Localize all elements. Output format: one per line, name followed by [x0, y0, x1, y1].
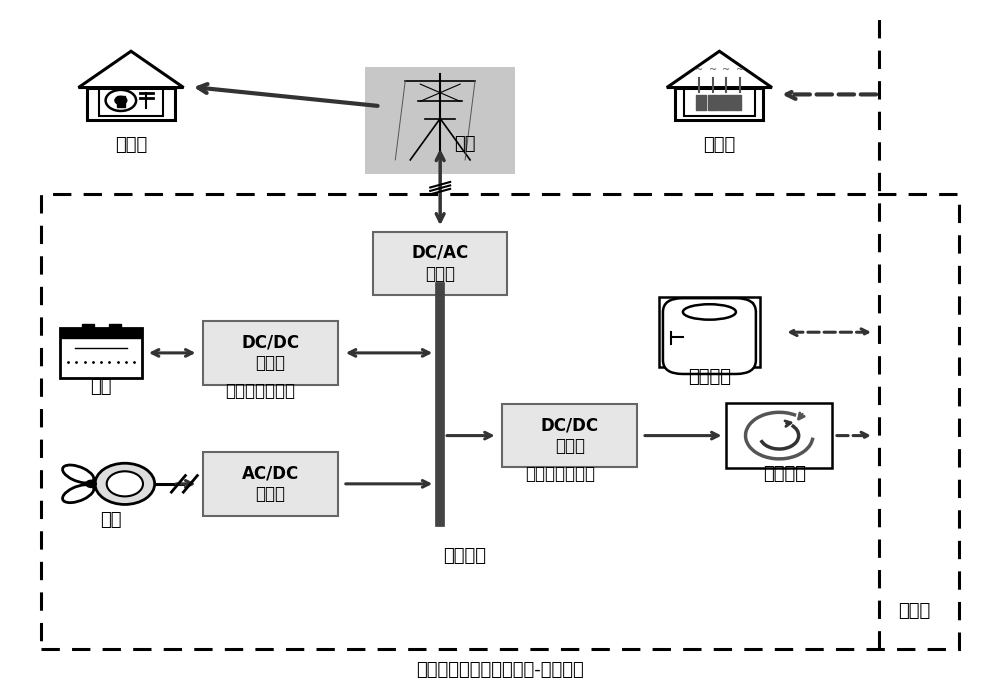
Polygon shape	[667, 51, 772, 88]
Text: 电热锅炉: 电热锅炉	[763, 464, 806, 482]
Bar	[365, 67, 515, 174]
FancyBboxPatch shape	[203, 321, 338, 385]
Text: 电池: 电池	[90, 379, 112, 397]
Circle shape	[95, 463, 155, 504]
Polygon shape	[78, 51, 184, 88]
Text: ~: ~	[722, 64, 730, 75]
Text: ~: ~	[736, 64, 744, 75]
Text: DC/DC
换流器: DC/DC 换流器	[541, 416, 599, 455]
Text: 电负荷: 电负荷	[115, 136, 147, 154]
Bar	[117, 95, 125, 100]
Bar	[109, 325, 121, 329]
Bar	[60, 328, 142, 378]
Text: 第二直流变换器: 第二直流变换器	[525, 464, 595, 482]
Bar	[99, 88, 163, 116]
Bar	[82, 325, 94, 329]
Bar	[87, 88, 175, 120]
Bar	[666, 302, 753, 362]
Bar	[719, 95, 730, 110]
Bar	[60, 329, 142, 338]
Bar	[659, 298, 760, 367]
Text: DC/AC
换流器: DC/AC 换流器	[412, 244, 469, 283]
Text: 直流母线: 直流母线	[444, 547, 487, 565]
Text: 供热网: 供热网	[898, 602, 930, 620]
FancyBboxPatch shape	[373, 232, 507, 295]
Bar	[41, 194, 959, 649]
Text: 第一直流变换器: 第一直流变换器	[226, 382, 296, 400]
Bar	[696, 95, 706, 110]
Text: 热负荷: 热负荷	[703, 136, 736, 154]
Circle shape	[86, 480, 96, 487]
Text: 储热设备: 储热设备	[688, 368, 731, 386]
Text: DC/DC
换流器: DC/DC 换流器	[242, 334, 300, 372]
Ellipse shape	[683, 304, 736, 320]
Bar	[117, 103, 125, 107]
Circle shape	[107, 471, 143, 496]
Text: ~: ~	[695, 64, 703, 75]
Text: AC/DC
换流器: AC/DC 换流器	[242, 464, 299, 503]
FancyBboxPatch shape	[203, 452, 338, 516]
Bar	[684, 88, 755, 116]
Circle shape	[115, 96, 127, 104]
Text: ~: ~	[709, 64, 717, 75]
Bar	[708, 95, 718, 110]
Bar	[731, 95, 741, 110]
FancyBboxPatch shape	[502, 404, 637, 467]
Text: 基于可再生能源的混合热-电站系统: 基于可再生能源的混合热-电站系统	[416, 661, 584, 679]
FancyBboxPatch shape	[663, 298, 756, 374]
Text: 风机: 风机	[100, 511, 122, 529]
Bar	[675, 88, 763, 120]
Text: 电网: 电网	[454, 135, 476, 153]
Bar	[726, 403, 832, 468]
